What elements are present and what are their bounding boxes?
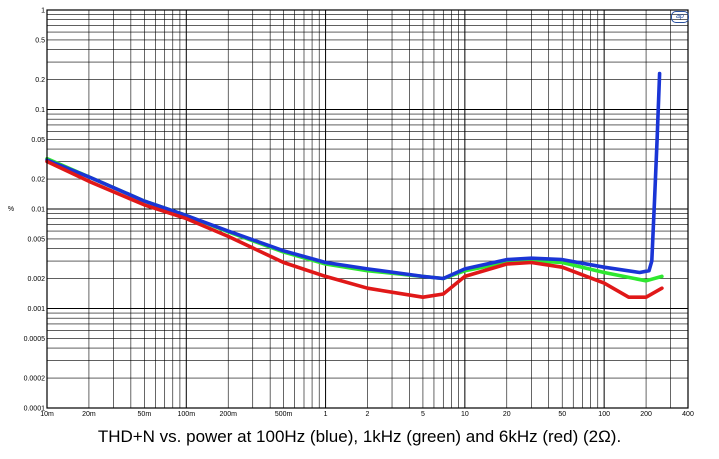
x-tick-label: 500m [275,411,293,418]
thd-chart: 10m 20m 50m 100m 200m 500m 1 2 5 10 20 50 100 200 400 1… [8,8,694,419]
y-tick-label: 0.05 [31,137,45,144]
x-tick-label: 100m [178,411,196,418]
x-tick-label: 400 [682,411,694,418]
y-tick-label: 0.01 [31,207,45,214]
series-line-100hz [45,71,662,281]
y-tick-label: 0.5 [35,37,45,44]
y-tick-label: 0.0002 [24,376,46,383]
x-tick-label: 200m [219,411,237,418]
series-lines [45,71,664,299]
grid [47,10,688,408]
plot-frame [46,9,689,409]
x-tick-label: 50 [558,411,566,418]
y-tick-label: 0.02 [31,177,45,184]
x-tick-label: 10m [40,411,54,418]
x-tick-label: 2 [366,411,370,418]
axis-labels: 10m 20m 50m 100m 200m 500m 1 2 5 10 20 50 100 200 400 1… [8,8,694,419]
y-tick-label: 0.002 [27,276,45,283]
x-tick-label: 1 [324,411,328,418]
y-tick-label: 0.1 [35,107,45,114]
x-tick-label: 50m [138,411,152,418]
ap-logo: ap [671,11,689,23]
x-tick-label: 20 [503,411,511,418]
x-tick-label: 200 [640,411,652,418]
y-tick-label: 0.0001 [24,406,46,413]
y-axis-label: % [8,206,14,213]
y-tick-label: 0.2 [35,77,45,84]
x-tick-label: 10 [461,411,469,418]
y-tick-label: 0.005 [27,236,45,243]
y-tick-label: 0.0005 [24,336,46,343]
chart-caption: THD+N vs. power at 100Hz (blue), 1kHz (g… [97,427,622,446]
y-tick-label: 0.001 [27,306,45,313]
x-tick-label: 100 [598,411,610,418]
x-tick-label: 20m [82,411,96,418]
y-tick-label: 1 [41,8,45,15]
series-line-6khz [45,159,664,299]
x-tick-label: 5 [421,411,425,418]
